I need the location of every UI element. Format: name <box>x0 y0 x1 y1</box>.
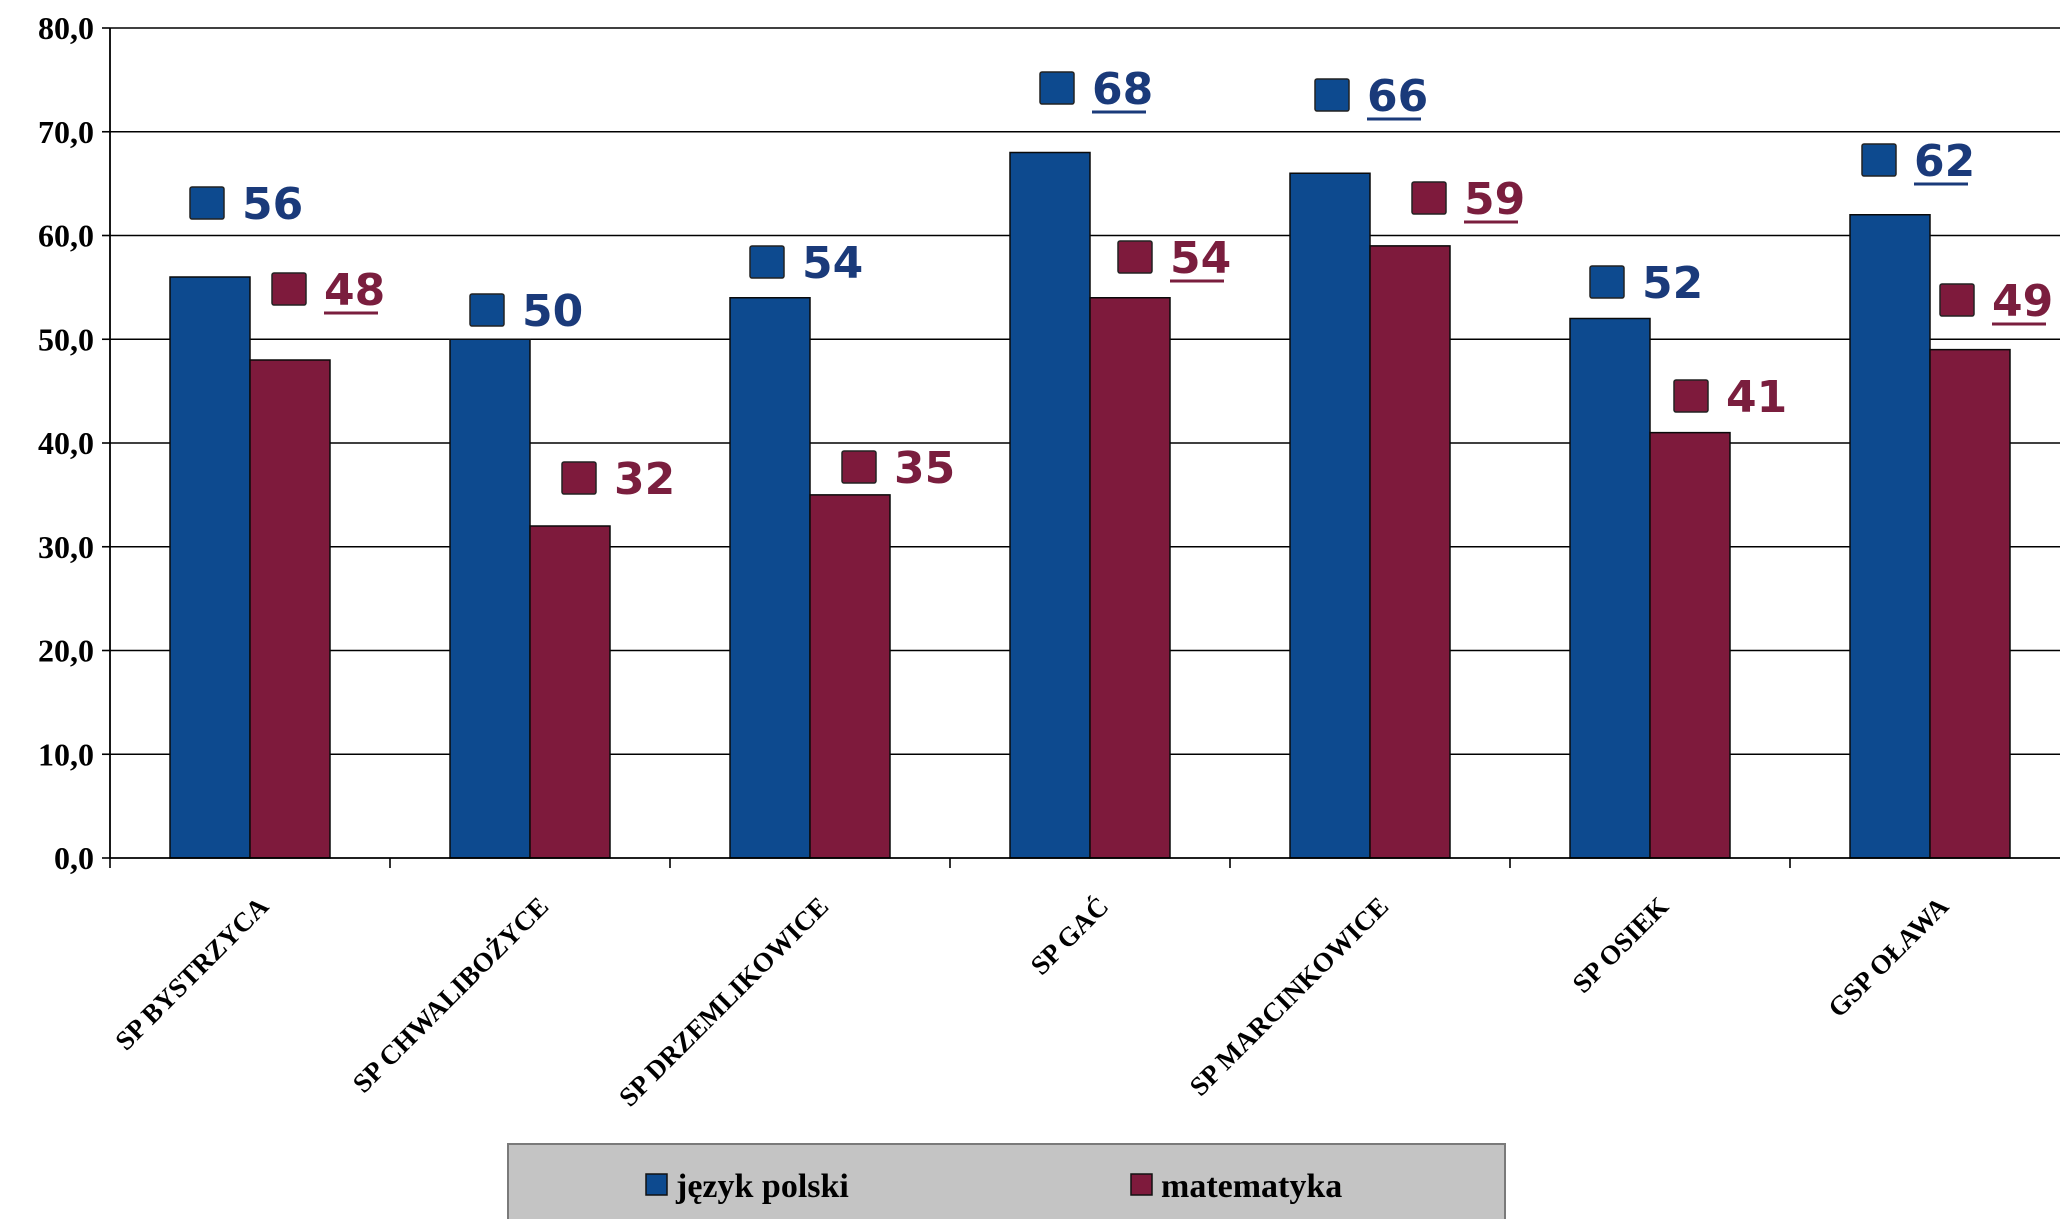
data-label-marker <box>1411 181 1447 215</box>
data-label-marker <box>469 293 505 327</box>
bar-jezyk-polski-sp-drzemlikowice <box>729 297 811 859</box>
axes <box>102 27 2060 868</box>
data-label-matematyka-sp-chwalibozyce: 32 <box>561 454 675 505</box>
data-label-marker <box>1117 240 1153 274</box>
data-label-marker <box>1039 71 1075 105</box>
x-tick-labels: SP BYSTRZYCA SP CHWALIBOŻYCE SP DRZEMLIKOW… <box>109 891 1954 1113</box>
data-label-jezyk-polski-sp-drzemlikowice: 54 <box>749 238 863 289</box>
bar-matematyka-sp-gac <box>1089 297 1171 859</box>
y-tick-label: 10,0 <box>38 736 94 772</box>
data-label-value: 56 <box>242 179 303 230</box>
y-tick-label: 70,0 <box>38 114 94 150</box>
data-label-value: 49 <box>1992 276 2053 327</box>
y-tick-label: 0,0 <box>54 840 94 876</box>
y-tick-label: 30,0 <box>38 529 94 565</box>
data-label-matematyka-sp-osiek: 41 <box>1673 372 1787 423</box>
bar-jezyk-polski-sp-bystrzyca <box>169 276 251 859</box>
data-label-matematyka-sp-drzemlikowice: 35 <box>841 443 955 494</box>
bars <box>169 151 2011 859</box>
legend-box <box>507 1143 1506 1219</box>
x-tick-label-sp-chwalibozyce: SP CHWALIBOŻYCE <box>347 891 554 1098</box>
y-tick-label: 40,0 <box>38 425 94 461</box>
data-label-value: 41 <box>1726 372 1787 423</box>
x-tick-label-sp-gac: SP GAĆ <box>1025 891 1115 981</box>
data-label-marker <box>189 186 225 220</box>
data-label-marker <box>1314 78 1350 112</box>
data-labels: 56 50 54 68 66 52 62 48 32 35 54 59 41 49 <box>189 64 2053 505</box>
bar-matematyka-gsp-olawa <box>1929 348 2011 859</box>
data-label-jezyk-polski-sp-osiek: 52 <box>1589 258 1703 309</box>
data-label-marker <box>271 272 307 306</box>
x-tick-label-gsp-olawa: GSP OŁAWA <box>1822 891 1954 1023</box>
data-label-value: 59 <box>1464 174 1525 225</box>
bar-jezyk-polski-sp-marcinkowice <box>1289 172 1371 859</box>
data-label-value: 62 <box>1914 136 1975 187</box>
x-tick-label-sp-marcinkowice: SP MARCINKOWICE <box>1184 891 1395 1102</box>
legend: język polski matematyka <box>507 1143 1506 1219</box>
data-label-marker <box>1939 283 1975 317</box>
bar-matematyka-sp-drzemlikowice <box>809 494 891 859</box>
y-tick-labels: 0,0 10,0 20,0 30,0 40,0 50,0 60,0 70,0 80,0 <box>38 10 94 876</box>
data-label-matematyka-gsp-olawa: 49 <box>1939 276 2053 327</box>
data-label-marker <box>1673 379 1709 413</box>
bar-jezyk-polski-sp-chwalibozyce <box>449 338 531 859</box>
data-label-marker <box>1589 265 1625 299</box>
bar-jezyk-polski-gsp-olawa <box>1849 214 1931 859</box>
data-label-marker <box>561 461 597 495</box>
y-tick-label: 50,0 <box>38 321 94 357</box>
data-label-value: 48 <box>324 265 385 316</box>
bar-matematyka-sp-bystrzyca <box>249 359 331 859</box>
data-label-marker <box>1861 143 1897 177</box>
bar-matematyka-sp-chwalibozyce <box>529 525 611 859</box>
legend-swatch-jezyk-polski <box>645 1173 668 1196</box>
data-label-value: 68 <box>1092 64 1153 115</box>
data-label-marker <box>841 450 877 484</box>
y-tick-label: 60,0 <box>38 218 94 254</box>
bar-matematyka-sp-osiek <box>1649 431 1731 859</box>
data-label-value: 54 <box>802 238 863 289</box>
data-label-matematyka-sp-gac: 54 <box>1117 233 1231 284</box>
x-tick-label-sp-drzemlikowice: SP DRZEMLIKOWICE <box>613 891 834 1112</box>
legend-label-matematyka: matematyka <box>1161 1168 1342 1205</box>
data-label-jezyk-polski-sp-marcinkowice: 66 <box>1314 71 1428 122</box>
data-label-jezyk-polski-sp-bystrzyca: 56 <box>189 179 303 230</box>
legend-swatch-matematyka <box>1130 1173 1153 1196</box>
data-label-value: 32 <box>614 454 675 505</box>
data-label-value: 54 <box>1170 233 1231 284</box>
data-label-marker <box>749 245 785 279</box>
data-label-value: 52 <box>1642 258 1703 309</box>
data-label-value: 50 <box>522 286 583 337</box>
bar-jezyk-polski-sp-gac <box>1009 151 1091 859</box>
data-label-value: 66 <box>1367 71 1428 122</box>
data-label-matematyka-sp-bystrzyca: 48 <box>271 265 385 316</box>
y-tick-label: 20,0 <box>38 633 94 669</box>
data-label-jezyk-polski-sp-gac: 68 <box>1039 64 1153 115</box>
y-tick-label: 80,0 <box>38 10 94 46</box>
x-tick-label-sp-bystrzyca: SP BYSTRZYCA <box>109 891 274 1056</box>
data-label-matematyka-sp-marcinkowice: 59 <box>1411 174 1525 225</box>
bar-jezyk-polski-sp-osiek <box>1569 317 1651 859</box>
data-label-jezyk-polski-gsp-olawa: 62 <box>1861 136 1975 187</box>
x-tick-label-sp-osiek: SP OSIEK <box>1567 891 1675 999</box>
bar-matematyka-sp-marcinkowice <box>1369 245 1451 859</box>
data-label-value: 35 <box>894 443 955 494</box>
data-label-jezyk-polski-sp-chwalibozyce: 50 <box>469 286 583 337</box>
legend-label-jezyk-polski: język polski <box>675 1168 849 1205</box>
